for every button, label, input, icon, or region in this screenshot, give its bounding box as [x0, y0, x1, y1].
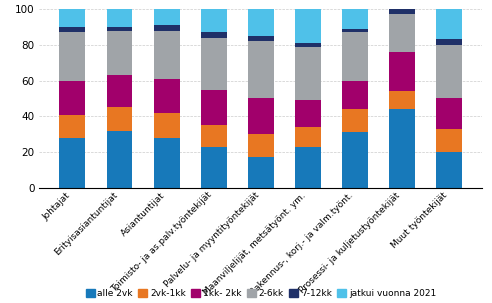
Bar [295, 147, 321, 188]
Legend: alle 2vk, 2vk-1kk, 1kk- 2kk, 2-6kk, 7-12kk, jatkui vuonna 2021: alle 2vk, 2vk-1kk, 1kk- 2kk, 2-6kk, 7-12… [82, 285, 440, 301]
Bar [154, 9, 180, 25]
Bar [436, 39, 462, 45]
Bar [342, 81, 368, 109]
Bar [60, 81, 86, 115]
Bar [154, 113, 180, 138]
Bar [107, 75, 132, 108]
Bar [389, 91, 415, 109]
Bar [436, 9, 462, 39]
Bar [107, 108, 132, 131]
Bar [201, 9, 227, 32]
Bar [295, 100, 321, 127]
Bar [201, 90, 227, 125]
Bar [107, 9, 132, 27]
Bar [389, 5, 415, 15]
Bar [107, 27, 132, 31]
Bar [154, 31, 180, 79]
Bar [295, 127, 321, 147]
Bar [248, 158, 274, 188]
Bar [248, 9, 274, 36]
Bar [154, 138, 180, 188]
Bar [248, 41, 274, 98]
Bar [389, 0, 415, 5]
Bar [295, 43, 321, 47]
Bar [436, 98, 462, 129]
Bar [342, 9, 368, 29]
Bar [60, 138, 86, 188]
Bar [107, 131, 132, 188]
Bar [107, 31, 132, 75]
Bar [60, 27, 86, 32]
Bar [248, 98, 274, 134]
Bar [60, 32, 86, 81]
Bar [201, 32, 227, 38]
Bar [342, 32, 368, 81]
Bar [389, 15, 415, 52]
Bar [295, 9, 321, 43]
Bar [60, 9, 86, 27]
Bar [154, 79, 180, 113]
Bar [201, 38, 227, 90]
Bar [248, 36, 274, 41]
Bar [342, 29, 368, 32]
Bar [436, 129, 462, 152]
Bar [60, 115, 86, 138]
Bar [201, 147, 227, 188]
Bar [436, 152, 462, 188]
Bar [342, 132, 368, 188]
Bar [248, 134, 274, 158]
Bar [154, 25, 180, 31]
Bar [389, 52, 415, 91]
Bar [389, 109, 415, 188]
Bar [436, 45, 462, 98]
Bar [342, 109, 368, 132]
Bar [295, 47, 321, 100]
Bar [201, 125, 227, 147]
